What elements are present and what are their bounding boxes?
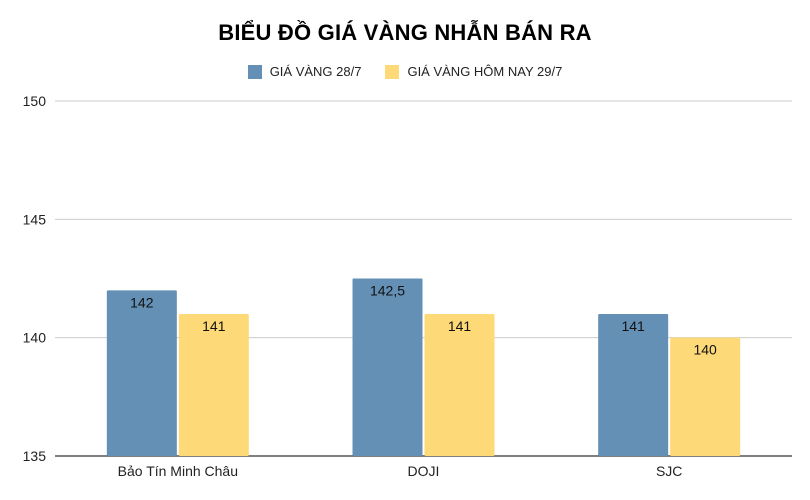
x-tick-label: DOJI [408,463,440,479]
legend-label-series-1: GIÁ VÀNG 28/7 [269,64,362,79]
y-tick-label: 140 [23,330,47,346]
data-label: 142,5 [370,283,405,299]
data-label: 141 [621,318,645,334]
labels: 135 140 145 150 142 141 Bảo Tín Minh Châu 142,5… [23,93,717,479]
y-tick-label: 150 [23,93,47,109]
data-label: 142 [130,294,154,310]
bars [106,278,741,456]
y-tick-label: 145 [23,211,47,227]
x-tick-label: SJC [656,463,682,479]
bar [178,314,249,456]
gridlines [55,100,792,457]
data-label: 141 [448,318,472,334]
legend-label-series-2: GIÁ VÀNG HÔM NAY 29/7 [407,64,563,79]
bar [424,314,495,456]
legend-swatch-series-1 [247,64,262,79]
y-tick-label: 135 [23,448,47,464]
bar [352,278,423,456]
legend: GIÁ VÀNG 28/7 GIÁ VÀNG HÔM NAY 29/7 [0,64,810,79]
legend-item-series-2: GIÁ VÀNG HÔM NAY 29/7 [385,64,562,79]
legend-swatch-series-2 [385,64,400,79]
x-tick-label: Bảo Tín Minh Châu [118,463,238,479]
chart-title: BIỂU ĐỒ GIÁ VÀNG NHẪN BÁN RA [218,20,592,45]
bar [106,290,177,456]
data-label: 140 [693,342,717,358]
bar [598,314,669,456]
legend-item-series-1: GIÁ VÀNG 28/7 [247,64,362,79]
data-label: 141 [202,318,226,334]
bar [670,337,741,456]
